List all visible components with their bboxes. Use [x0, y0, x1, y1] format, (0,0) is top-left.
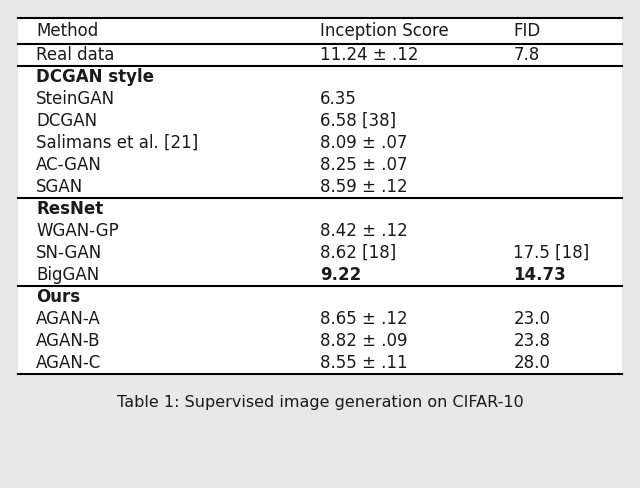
Text: 6.35: 6.35: [320, 90, 357, 108]
Text: 8.59 ± .12: 8.59 ± .12: [320, 178, 408, 196]
Text: SGAN: SGAN: [36, 178, 83, 196]
Text: DCGAN style: DCGAN style: [36, 68, 154, 86]
Text: 8.62 [18]: 8.62 [18]: [320, 244, 396, 262]
Text: 8.55 ± .11: 8.55 ± .11: [320, 354, 408, 372]
Text: Ours: Ours: [36, 288, 80, 306]
Text: 8.42 ± .12: 8.42 ± .12: [320, 222, 408, 240]
Text: Inception Score: Inception Score: [320, 22, 449, 40]
Text: AGAN-A: AGAN-A: [36, 310, 101, 328]
Text: SteinGAN: SteinGAN: [36, 90, 115, 108]
Text: 8.25 ± .07: 8.25 ± .07: [320, 156, 408, 174]
Text: 17.5 [18]: 17.5 [18]: [513, 244, 589, 262]
Text: DCGAN: DCGAN: [36, 112, 97, 130]
Text: Salimans et al. [21]: Salimans et al. [21]: [36, 134, 198, 152]
Text: 6.58 [38]: 6.58 [38]: [320, 112, 396, 130]
Text: 8.09 ± .07: 8.09 ± .07: [320, 134, 408, 152]
Text: WGAN-GP: WGAN-GP: [36, 222, 119, 240]
Text: 28.0: 28.0: [513, 354, 550, 372]
Text: 9.22: 9.22: [320, 266, 361, 284]
Text: 23.0: 23.0: [513, 310, 550, 328]
Text: Real data: Real data: [36, 46, 115, 64]
Text: Method: Method: [36, 22, 99, 40]
Text: Table 1: Supervised image generation on CIFAR-10: Table 1: Supervised image generation on …: [116, 394, 524, 409]
Text: SN-GAN: SN-GAN: [36, 244, 102, 262]
Text: 8.65 ± .12: 8.65 ± .12: [320, 310, 408, 328]
Text: AGAN-C: AGAN-C: [36, 354, 101, 372]
Text: AGAN-B: AGAN-B: [36, 332, 100, 350]
Text: 8.82 ± .09: 8.82 ± .09: [320, 332, 408, 350]
Text: ResNet: ResNet: [36, 200, 104, 218]
Text: 11.24 ± .12: 11.24 ± .12: [320, 46, 419, 64]
Text: 23.8: 23.8: [513, 332, 550, 350]
Text: 14.73: 14.73: [513, 266, 566, 284]
Text: FID: FID: [513, 22, 541, 40]
Text: BigGAN: BigGAN: [36, 266, 99, 284]
Text: 7.8: 7.8: [513, 46, 540, 64]
Text: AC-GAN: AC-GAN: [36, 156, 102, 174]
